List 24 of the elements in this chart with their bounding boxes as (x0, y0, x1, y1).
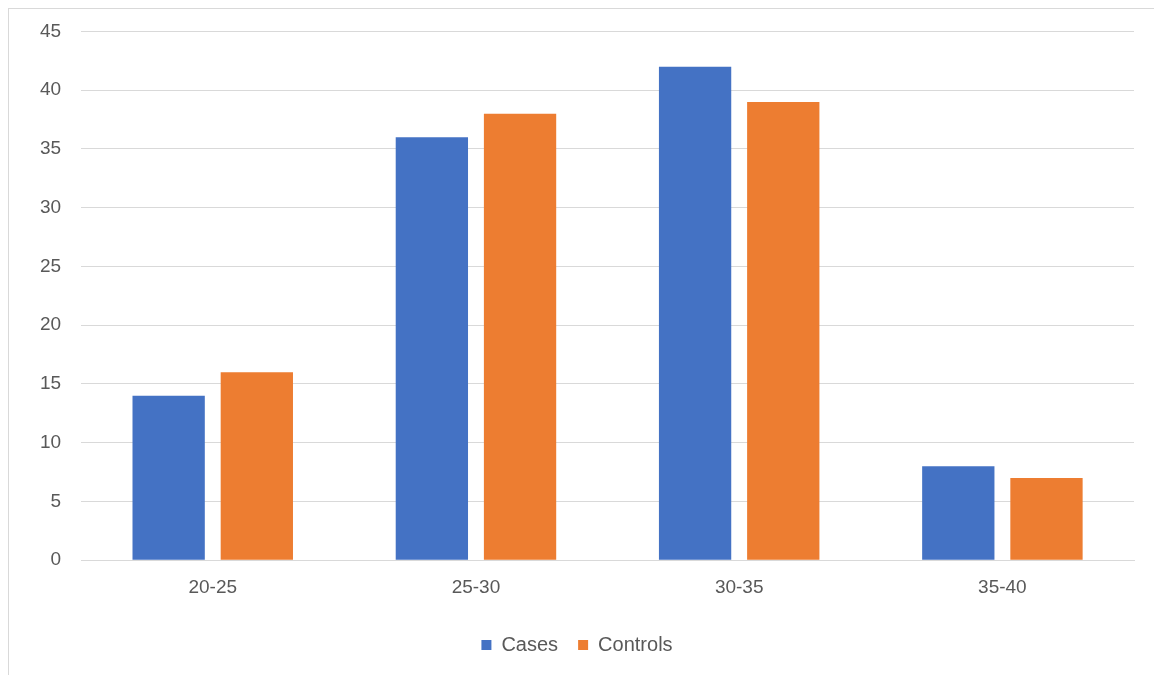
legend-label: Controls (598, 632, 673, 655)
x-tick-label: 20-25 (188, 575, 238, 597)
bar (132, 395, 205, 560)
x-tick-label: 30-35 (714, 575, 764, 597)
y-tick-label: 15 (39, 372, 62, 394)
y-tick-label: 20 (39, 313, 62, 335)
bar (658, 66, 732, 560)
y-tick-label: 0 (50, 548, 62, 570)
x-tick-label: 35-40 (978, 575, 1027, 597)
bar (395, 137, 469, 560)
y-tick-label: 30 (39, 195, 62, 217)
bar (483, 113, 557, 560)
bar (220, 372, 293, 560)
y-tick-label: 5 (50, 489, 62, 511)
y-tick-label: 40 (39, 78, 62, 100)
bar (1010, 477, 1083, 560)
legend-label: Cases (501, 632, 559, 655)
bar (922, 466, 995, 560)
y-tick-label: 25 (39, 254, 62, 276)
bar (747, 101, 820, 560)
x-tick-label: 25-30 (451, 575, 501, 597)
y-tick-label: 35 (39, 137, 62, 159)
y-tick-label: 10 (39, 430, 62, 452)
y-tick-label: 45 (39, 19, 62, 41)
